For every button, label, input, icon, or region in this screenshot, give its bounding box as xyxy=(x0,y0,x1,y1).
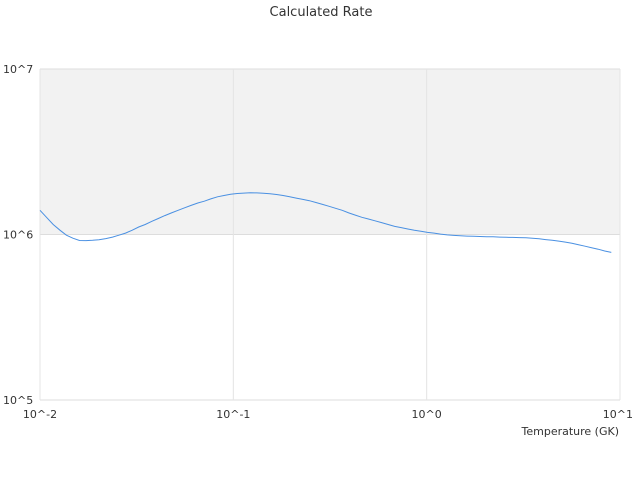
shaded-band xyxy=(40,69,620,235)
x-tick-label-2: 10^0 xyxy=(412,408,442,421)
y-tick-label-2: 10^7 xyxy=(3,63,33,76)
grid-lines xyxy=(39,68,621,401)
y-tick-label-1: 10^6 xyxy=(3,229,33,242)
y-tick-label-0: 10^5 xyxy=(3,394,33,407)
tick-labels: 10^5 10^6 10^7 10^-2 10^-1 10^0 10^1 xyxy=(3,63,633,421)
chart-title: Calculated Rate xyxy=(270,5,373,20)
x-tick-label-1: 10^-1 xyxy=(216,408,250,421)
x-tick-label-0: 10^-2 xyxy=(23,408,57,421)
x-tick-label-3: 10^1 xyxy=(603,408,633,421)
series-line xyxy=(39,192,612,253)
x-axis-label: Temperature (GK) xyxy=(521,425,620,438)
